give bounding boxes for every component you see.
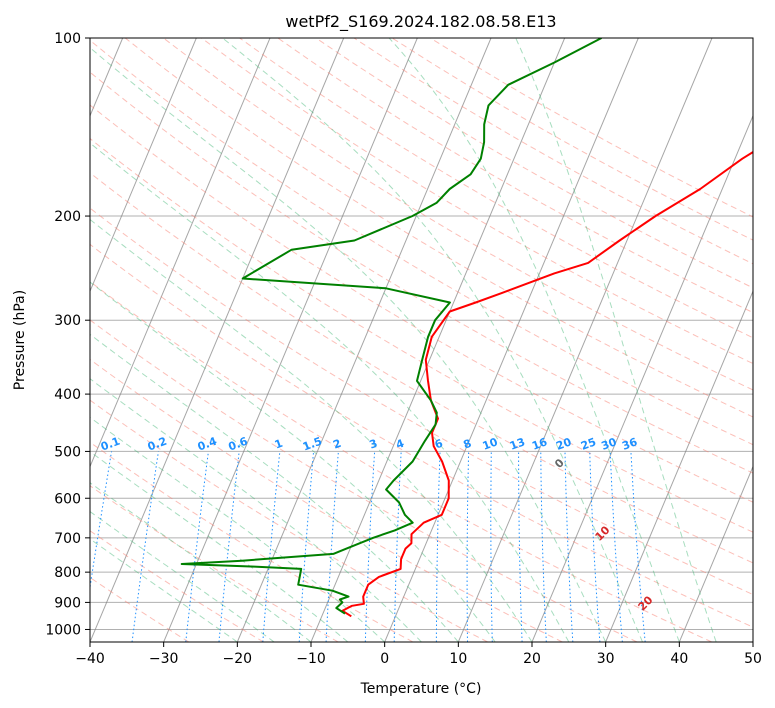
y-tick-label: 300 [54,313,81,329]
mixing-ratio-label: 3 [368,437,380,452]
mixing-ratio-label: 0.6 [227,435,250,454]
isotherm-line [531,114,753,642]
dry-adiabat [90,172,753,564]
mixing-ratio-line [131,451,159,642]
dry-adiabat [90,399,488,642]
mixing-ratio-label: 0.4 [196,435,219,454]
mixing-ratio-label: 6 [433,437,445,452]
y-tick-label: 700 [54,531,81,547]
dry-adiabat [201,38,753,365]
mixing-ratio-label: 16 [530,435,549,453]
y-axis-title: Pressure (hPa) [12,290,28,390]
y-tick-label: 400 [54,387,81,403]
chart-title: wetPf2_S169.2024.182.08.58.E13 [285,12,556,32]
moist-adiabat [90,378,422,642]
mixing-ratio-label: 13 [508,435,527,452]
mixing-ratio-label: 30 [600,435,619,453]
y-tick-label: 800 [54,565,81,581]
mixing-ratio-label: 2 [331,437,343,452]
x-tick-label: 30 [597,651,615,667]
y-tick-label: 1000 [45,622,81,638]
isotherm-line [236,38,492,642]
plot-frame [89,37,754,643]
mixing-ratio-label: 10 [481,435,500,453]
isotherm-line [90,38,197,293]
moist-adiabat [90,281,496,642]
mixing-ratio-label: 1.5 [301,435,324,454]
x-tick-label: 0 [380,651,389,667]
dry-adiabat [90,137,753,533]
dry-adiabat [90,319,638,642]
mixing-ratio-label: 0.2 [146,435,169,454]
dry-adiabat [90,39,753,446]
isotherm-line [90,38,345,642]
axis-layer: −40 −30 −20 −10 0 10 20 30 40 5010020030040050060… [45,31,762,667]
x-tick-label: 40 [670,651,688,667]
x-tick-label: −40 [75,651,105,667]
x-tick-label: 20 [523,651,541,667]
dry-adiabat [124,38,753,418]
isotherm-line [457,38,713,642]
mixing-ratio-label: 36 [620,435,639,453]
dry-adiabat [90,530,264,642]
mixing-ratio-line [90,451,113,591]
dry-adiabat [90,207,753,596]
mixing-ratio-label: 0.1 [99,435,122,454]
y-tick-label: 500 [54,444,81,460]
isotherm-line [678,465,753,642]
x-tick-label: 10 [449,651,467,667]
dry-adiabat [90,280,712,642]
mixing-ratio-label: 25 [579,435,598,452]
series-layer [180,38,753,618]
moist-adiabat [222,38,643,642]
moist-adiabat [90,142,570,642]
isotherm-line [752,640,753,642]
dry-adiabat [90,441,414,642]
dewpoint-profile [180,38,602,615]
moist-adiabat [90,538,238,642]
x-tick-label: 50 [744,651,762,667]
reference-lines [90,38,753,642]
dry-adiabat [90,485,339,642]
y-tick-label: 100 [54,31,81,47]
mixing-ratio-label: 20 [554,435,573,453]
mixing-ratio-label: 8 [462,437,474,452]
moist-adiabat [90,482,312,642]
mixing-ratio-line [218,451,240,642]
isotherm-line [90,38,271,468]
moist-adiabat [90,47,607,642]
dry-adiabat [90,71,753,474]
moist-adiabat [90,218,533,642]
dry-adiabat [315,38,753,289]
dry-adiabat [90,104,753,503]
x-tick-label: −30 [149,651,179,667]
dry-adiabat [90,243,753,628]
plot-background [90,38,753,642]
moist-adiabat [90,333,459,642]
y-tick-label: 900 [54,595,81,611]
moist-adiabat [90,510,275,642]
moist-adiabat [388,38,680,642]
mixing-ratio-label: 4 [394,437,406,452]
x-tick-label: −20 [223,651,253,667]
moist-adiabat [90,416,386,642]
isotherm-line [605,289,753,642]
mixing-ratio-line [185,451,209,642]
y-tick-label: 600 [54,491,81,507]
temperature-profile [341,150,753,618]
isotherm-line [384,38,639,642]
y-tick-label: 200 [54,209,81,225]
isotherm-line [163,38,418,642]
x-axis-title: Temperature (°C) [360,681,482,697]
dry-adiabat [90,358,563,642]
dry-adiabat [239,38,753,339]
moist-adiabat [515,38,717,642]
mixing-ratio-label: 1 [273,437,285,452]
x-tick-label: −10 [296,651,326,667]
